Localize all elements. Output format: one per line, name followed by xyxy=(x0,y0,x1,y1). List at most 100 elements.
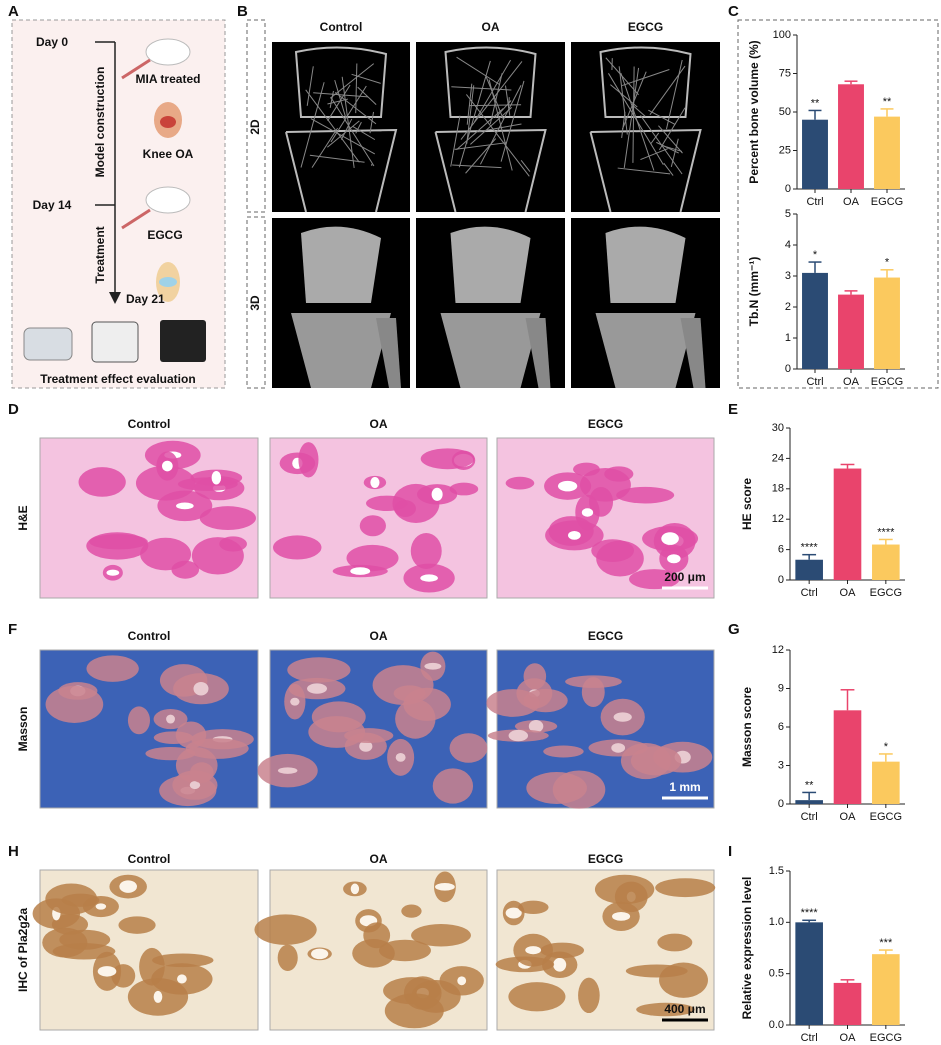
tissue-texture xyxy=(420,448,475,470)
bone-outline xyxy=(434,128,547,213)
tissue-texture xyxy=(568,531,581,540)
step-label: Treatment effect evaluation xyxy=(40,372,195,386)
trabecula xyxy=(327,98,349,105)
bone-outline xyxy=(285,128,398,213)
y-axis-label: Relative expression level xyxy=(740,877,754,1020)
bone-3d xyxy=(595,313,696,388)
y-tick-label: 18 xyxy=(772,483,784,495)
step-label: EGCG xyxy=(147,228,182,242)
row-label: H&E xyxy=(16,505,30,530)
ct-image xyxy=(571,42,720,212)
tissue-texture xyxy=(350,883,360,895)
trabecula xyxy=(658,107,686,151)
significance: **** xyxy=(801,907,819,919)
tissue-texture xyxy=(578,977,600,1014)
significance: **** xyxy=(877,526,895,538)
tissue-texture xyxy=(604,466,634,482)
bar xyxy=(838,84,864,189)
tissue-texture xyxy=(140,537,192,571)
tissue-texture xyxy=(176,502,194,510)
tissue-texture xyxy=(629,569,680,590)
tissue-texture xyxy=(153,731,194,744)
y-tick-label: 30 xyxy=(772,422,784,434)
tissue-texture xyxy=(457,976,467,986)
trabecula xyxy=(623,67,640,168)
tissue-texture xyxy=(78,467,126,497)
x-tick-label: OA xyxy=(840,811,857,823)
significance: ** xyxy=(883,96,892,108)
trabecula xyxy=(341,76,355,168)
chart-frame xyxy=(737,19,939,389)
phase-label: Model construction xyxy=(93,67,107,178)
knee-icon xyxy=(159,277,177,287)
day-label: Day 14 xyxy=(33,198,72,212)
bone-3d xyxy=(605,226,686,303)
tissue-texture xyxy=(166,714,175,724)
syringe-icon xyxy=(121,208,151,230)
trabecula xyxy=(311,127,338,168)
row-frame xyxy=(246,19,266,213)
column-title: Control xyxy=(128,629,171,643)
significance: * xyxy=(813,249,818,261)
ct-image xyxy=(272,42,410,212)
y-tick-label: 75 xyxy=(779,67,791,79)
x-tick-label: Ctrl xyxy=(801,811,818,823)
y-tick-label: 0.0 xyxy=(769,1019,784,1031)
bar xyxy=(833,982,862,1025)
bone-3d xyxy=(680,318,706,388)
column-title: EGCG xyxy=(588,852,623,866)
tissue-texture xyxy=(508,729,529,742)
tissue-texture xyxy=(52,943,116,960)
tissue-texture xyxy=(657,933,693,952)
tissue-texture xyxy=(191,537,244,575)
trabecula xyxy=(351,73,381,84)
scale-label: 1 mm xyxy=(669,780,700,794)
trabecula xyxy=(327,84,351,122)
tissue-texture xyxy=(525,946,542,955)
trabecula xyxy=(465,94,530,177)
bone-3d xyxy=(376,318,401,388)
panel-letter: B xyxy=(237,3,248,20)
histology-image xyxy=(39,649,259,809)
bar xyxy=(802,119,828,189)
tissue-texture xyxy=(401,904,422,918)
trabecula xyxy=(456,108,504,151)
trabecula xyxy=(452,164,502,169)
tissue-texture xyxy=(185,738,249,759)
tissue-texture xyxy=(346,544,399,572)
scale-label: 400 μm xyxy=(664,1002,705,1016)
significance: ** xyxy=(805,779,814,791)
tissue-texture xyxy=(193,681,209,696)
y-tick-label: 25 xyxy=(779,144,791,156)
microtome-icon xyxy=(91,321,139,363)
tissue-texture xyxy=(395,752,406,762)
trabecula xyxy=(466,83,473,125)
tissue-texture xyxy=(557,480,578,492)
x-tick-label: Ctrl xyxy=(806,196,823,208)
tissue-texture xyxy=(344,728,394,744)
column-title: EGCG xyxy=(628,20,663,34)
y-axis-label: Tb.N (mm⁻¹) xyxy=(747,257,761,327)
tissue-texture xyxy=(395,699,436,739)
trabecula xyxy=(617,167,671,175)
trabecula xyxy=(478,123,522,133)
y-tick-label: 4 xyxy=(785,239,791,251)
tissue-texture xyxy=(199,506,256,531)
tissue-texture xyxy=(359,515,386,537)
trabecula xyxy=(632,66,635,163)
tissue-texture xyxy=(573,462,600,477)
tissue-texture xyxy=(119,880,137,893)
bone-3d xyxy=(440,313,541,388)
trabecula xyxy=(305,89,360,163)
tissue-texture xyxy=(189,781,201,790)
x-tick-label: EGCG xyxy=(870,811,902,823)
trabecula xyxy=(329,90,334,108)
y-tick-label: 0 xyxy=(778,798,784,810)
trabecula xyxy=(313,92,369,98)
x-tick-label: EGCG xyxy=(870,587,902,599)
bar xyxy=(872,761,900,804)
y-tick-label: 6 xyxy=(778,544,784,556)
column-title: OA xyxy=(482,20,500,34)
tissue-texture xyxy=(177,974,187,984)
tissue-texture xyxy=(505,907,522,919)
